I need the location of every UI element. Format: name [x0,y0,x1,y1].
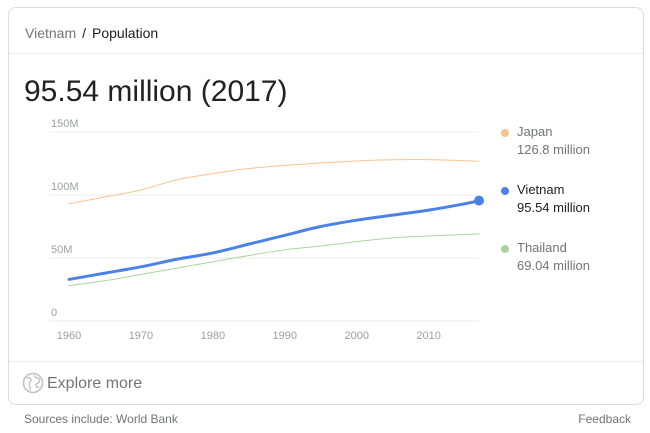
legend-name-thailand: Thailand [517,240,567,255]
y-tick-label: 100M [51,181,79,193]
footer-divider [9,361,643,362]
x-tick-label: 1970 [129,330,153,342]
legend-value-vietnam: 95.54 million [517,200,590,215]
series-line-japan [68,158,480,205]
breadcrumb-separator: / [82,25,86,41]
legend-value-japan: 126.8 million [517,142,590,157]
legend-dot-vietnam [501,187,509,195]
legend-name-vietnam: Vietnam [517,182,565,197]
feedback-link[interactable]: Feedback [578,412,631,426]
explore-more-button[interactable]: Explore more [9,362,643,404]
legend-value-thailand: 69.04 million [517,258,590,273]
x-tick-label: 2000 [344,330,368,342]
knowledge-card: Vietnam / Population 95.54 million (2017… [8,7,644,405]
series-endpoint-vietnam [474,195,484,206]
y-tick-label: 50M [51,244,72,256]
y-tick-label: 150M [51,118,79,130]
legend-name-japan: Japan [517,124,553,139]
x-tick-label: 1980 [201,330,225,342]
legend-dot-thailand [501,245,509,253]
breadcrumb-current: Population [92,25,159,41]
page-title: 95.54 million (2017) [24,75,288,108]
series-line-vietnam [67,199,481,281]
sources-text: Sources include: World Bank [24,412,178,426]
x-tick-label: 1990 [273,330,297,342]
x-tick-label: 2010 [416,330,440,342]
explore-more-label: Explore more [47,375,143,392]
breadcrumb-parent-link[interactable]: Vietnam [25,25,77,41]
x-tick-label: 1960 [57,330,81,342]
y-tick-label: 0 [51,307,57,319]
header-divider [9,53,643,54]
population-line-chart[interactable]: 0 50M 100M 150M 1960 1970 1980 1990 2000 2010 [9,8,644,358]
series-line-thailand [68,233,480,287]
legend-dot-japan [501,129,509,137]
breadcrumb: Vietnam / Population [25,23,158,43]
globe-icon [22,372,44,394]
